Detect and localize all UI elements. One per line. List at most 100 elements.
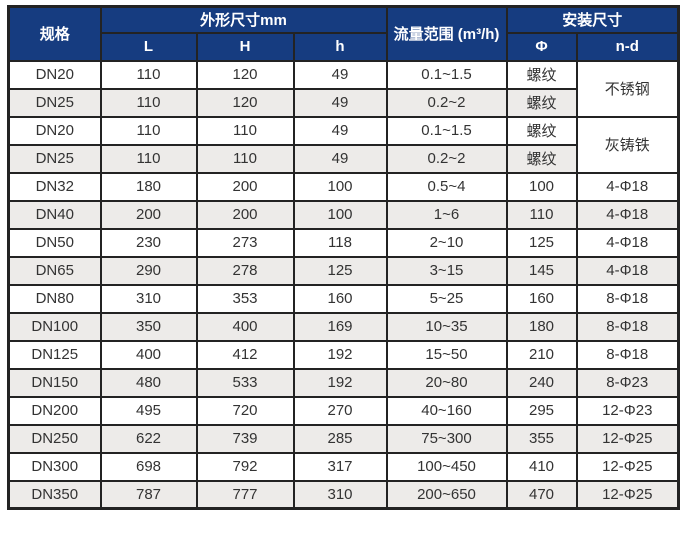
- L-cell: 230: [99, 227, 198, 258]
- n-d-cell: 8-Φ18: [575, 339, 680, 370]
- H-cell: 353: [195, 283, 295, 314]
- flow-range-cell: 20~80: [385, 367, 508, 398]
- n-d-cell: 12-Φ25: [575, 479, 680, 510]
- H-cell: 412: [195, 339, 295, 370]
- header-col-phi: Φ: [505, 31, 578, 62]
- phi-cell: 螺纹: [505, 59, 578, 90]
- spec-cell: DN100: [7, 311, 102, 342]
- n-d-cell: 8-Φ18: [575, 283, 680, 314]
- spec-cell: DN350: [7, 479, 102, 510]
- table-row: DN100 350 400 169 10~35 180 8-Φ18: [7, 311, 680, 342]
- n-d-cell: 4-Φ18: [575, 171, 680, 202]
- L-cell: 350: [99, 311, 198, 342]
- spec-cell: DN300: [7, 451, 102, 482]
- header-flow-range: 流量范围 (m³/h): [385, 5, 508, 62]
- phi-cell: 螺纹: [505, 115, 578, 146]
- L-cell: 787: [99, 479, 198, 510]
- h-cell: 169: [292, 311, 388, 342]
- h-cell: 100: [292, 171, 388, 202]
- dimensions-table: 规格 外形尺寸mm 流量范围 (m³/h) 安装尺寸 L H h Φ n-d D…: [7, 5, 681, 510]
- spec-cell: DN50: [7, 227, 102, 258]
- h-cell: 270: [292, 395, 388, 426]
- L-cell: 200: [99, 199, 198, 230]
- h-cell: 160: [292, 283, 388, 314]
- n-d-cell: 12-Φ25: [575, 451, 680, 482]
- L-cell: 110: [99, 87, 198, 118]
- H-cell: 273: [195, 227, 295, 258]
- phi-cell: 470: [505, 479, 578, 510]
- header-spec: 规格: [7, 5, 102, 62]
- table-row: DN200 495 720 270 40~160 295 12-Φ23: [7, 395, 680, 426]
- table-row: DN125 400 412 192 15~50 210 8-Φ18: [7, 339, 680, 370]
- header-outer-dimensions: 外形尺寸mm: [99, 5, 388, 34]
- L-cell: 110: [99, 143, 198, 174]
- header-col-H: H: [195, 31, 295, 62]
- n-d-cell: 4-Φ18: [575, 255, 680, 286]
- spec-cell: DN125: [7, 339, 102, 370]
- phi-cell: 210: [505, 339, 578, 370]
- phi-cell: 100: [505, 171, 578, 202]
- n-d-cell: 12-Φ23: [575, 395, 680, 426]
- header-col-h: h: [292, 31, 388, 62]
- h-cell: 100: [292, 199, 388, 230]
- material-cell: 不锈钢: [575, 59, 680, 118]
- phi-cell: 180: [505, 311, 578, 342]
- table-row: DN50 230 273 118 2~10 125 4-Φ18: [7, 227, 680, 258]
- table-row: DN250 622 739 285 75~300 355 12-Φ25: [7, 423, 680, 454]
- L-cell: 110: [99, 59, 198, 90]
- spec-cell: DN25: [7, 87, 102, 118]
- H-cell: 278: [195, 255, 295, 286]
- table-row: DN25 110 110 49 0.2~2 螺纹: [7, 143, 679, 174]
- table-header: 规格 外形尺寸mm 流量范围 (m³/h) 安装尺寸 L H h Φ n-d: [7, 5, 680, 62]
- flow-range-cell: 75~300: [385, 423, 508, 454]
- L-cell: 290: [99, 255, 198, 286]
- L-cell: 622: [99, 423, 198, 454]
- header-row-2: L H h Φ n-d: [9, 31, 680, 62]
- table-row: DN300 698 792 317 100~450 410 12-Φ25: [7, 451, 680, 482]
- flow-range-cell: 100~450: [385, 451, 508, 482]
- h-cell: 49: [292, 87, 388, 118]
- header-col-L: L: [99, 31, 198, 62]
- table-row: DN20 110 120 49 0.1~1.5 螺纹 不锈钢: [7, 59, 680, 118]
- h-cell: 118: [292, 227, 388, 258]
- h-cell: 125: [292, 255, 388, 286]
- table-row: DN40 200 200 100 1~6 110 4-Φ18: [7, 199, 680, 230]
- L-cell: 310: [99, 283, 198, 314]
- table-row: DN25 110 120 49 0.2~2 螺纹: [7, 87, 679, 118]
- h-cell: 49: [292, 59, 388, 90]
- table-row: DN65 290 278 125 3~15 145 4-Φ18: [7, 255, 680, 286]
- flow-range-cell: 5~25: [385, 283, 508, 314]
- header-col-n-d: n-d: [575, 31, 680, 62]
- flow-range-cell: 0.1~1.5: [385, 59, 508, 90]
- n-d-cell: 4-Φ18: [575, 199, 680, 230]
- phi-cell: 295: [505, 395, 578, 426]
- spec-cell: DN250: [7, 423, 102, 454]
- L-cell: 698: [99, 451, 198, 482]
- table-body: DN20 110 120 49 0.1~1.5 螺纹 不锈钢 DN25 110 120 49 0.2~…: [7, 59, 680, 510]
- h-cell: 49: [292, 143, 388, 174]
- table-row: DN32 180 200 100 0.5~4 100 4-Φ18: [7, 171, 680, 202]
- h-cell: 317: [292, 451, 388, 482]
- spec-cell: DN150: [7, 367, 102, 398]
- flow-range-cell: 0.1~1.5: [385, 115, 508, 146]
- spec-cell: DN32: [7, 171, 102, 202]
- L-cell: 400: [99, 339, 198, 370]
- spec-cell: DN40: [7, 199, 102, 230]
- H-cell: 777: [195, 479, 295, 510]
- n-d-cell: 8-Φ18: [575, 311, 680, 342]
- spec-cell: DN25: [7, 143, 102, 174]
- phi-cell: 125: [505, 227, 578, 258]
- flow-range-cell: 15~50: [385, 339, 508, 370]
- flow-range-cell: 200~650: [385, 479, 508, 510]
- table-row: DN80 310 353 160 5~25 160 8-Φ18: [7, 283, 680, 314]
- flow-range-cell: 2~10: [385, 227, 508, 258]
- header-install-dimensions: 安装尺寸: [505, 5, 680, 34]
- h-cell: 192: [292, 339, 388, 370]
- spec-cell: DN80: [7, 283, 102, 314]
- flow-range-cell: 0.2~2: [385, 87, 508, 118]
- H-cell: 739: [195, 423, 295, 454]
- phi-cell: 145: [505, 255, 578, 286]
- material-cell: 灰铸铁: [575, 115, 680, 174]
- flow-range-cell: 3~15: [385, 255, 508, 286]
